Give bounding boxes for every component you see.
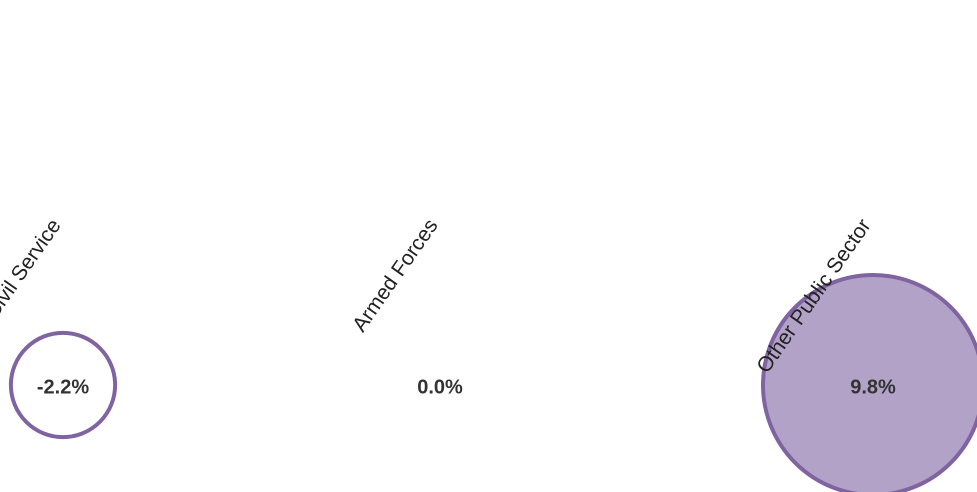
value-label: -2.2% xyxy=(37,376,89,398)
bubble xyxy=(8,330,118,440)
category-label: Armed Forces xyxy=(348,215,442,336)
bubble xyxy=(761,273,977,492)
value-label: 0.0% xyxy=(417,376,463,398)
value-label: 9.8% xyxy=(850,376,896,398)
